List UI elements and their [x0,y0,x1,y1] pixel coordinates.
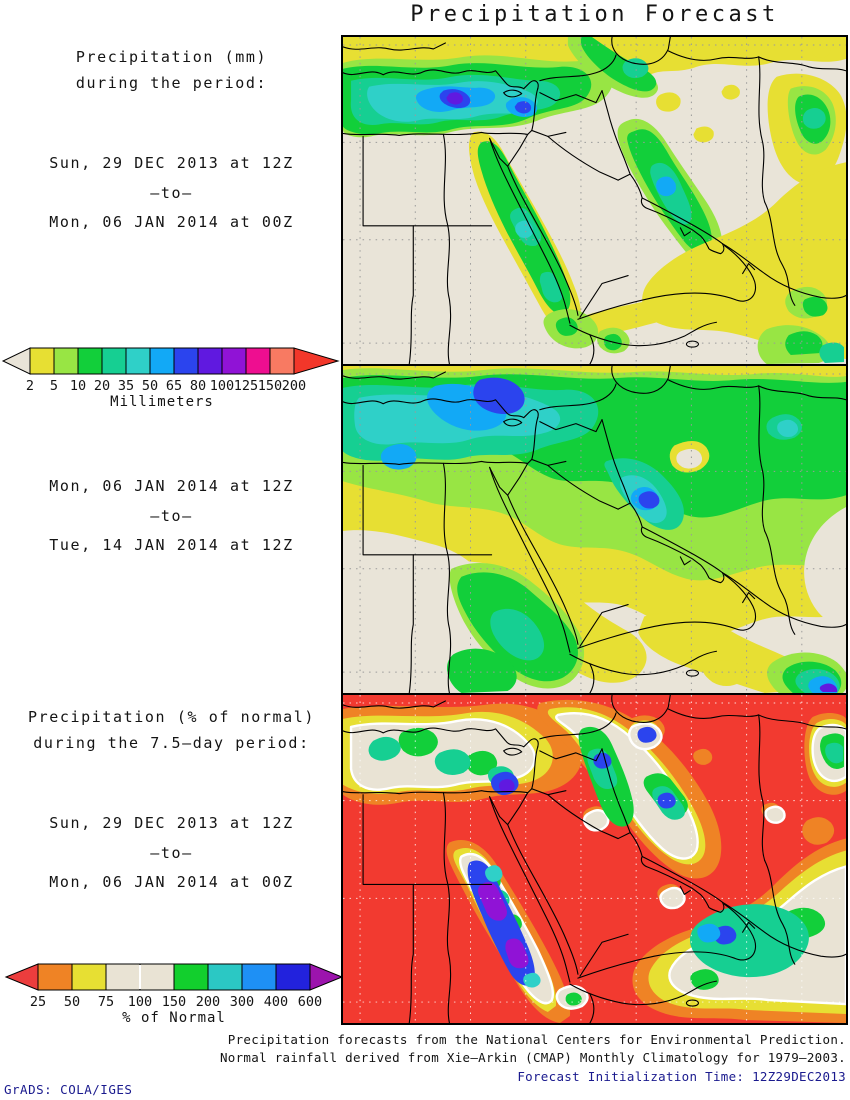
svg-text:200: 200 [282,378,306,394]
pct-period-start: Sun, 29 DEC 2013 at 12Z [49,814,294,832]
svg-text:600: 600 [298,994,322,1010]
caption-init-time: Forecast Initialization Time: 12Z29DEC20… [517,1069,846,1084]
svg-text:% of Normal: % of Normal [122,1010,226,1026]
pct-period-dates: Sun, 29 DEC 2013 at 12Z –to– Mon, 06 JAN… [0,809,343,898]
pct-heading-line1: Precipitation (% of normal) [27,708,316,726]
svg-text:100: 100 [210,378,234,394]
svg-text:100: 100 [128,994,152,1010]
svg-text:10: 10 [70,378,86,394]
colorbar-millimeters: 2 5 10 20 35 50 65 80 100 125 150 200 Millimeters [0,346,344,410]
millimeters-scale: 2 5 10 20 35 50 65 80 100 125 150 200 Millimeters [1,347,340,410]
pct-period-separator: –to– [150,843,193,862]
svg-text:150: 150 [258,378,282,394]
period2-start: Mon, 06 JAN 2014 at 12Z [49,477,294,495]
svg-text:5: 5 [50,378,58,394]
mm-period2-dates: Mon, 06 JAN 2014 at 12Z –to– Tue, 14 JAN… [0,472,343,561]
svg-text:75: 75 [98,994,114,1010]
svg-text:200: 200 [196,994,220,1010]
grads-credit: GrADS: COLA/IGES [4,1082,133,1097]
map-panels [341,35,848,1025]
pct-heading-line2: during the 7.5–day period: [33,734,310,752]
page-title: Precipitation Forecast [410,2,779,27]
period2-end: Tue, 14 JAN 2014 at 12Z [49,536,294,554]
mm-period1-dates: Sun, 29 DEC 2013 at 12Z –to– Mon, 06 JAN… [0,149,343,238]
svg-text:65: 65 [166,378,182,394]
percent-normal-scale: 25 50 75 100 150 200 300 400 600 % of Normal [4,963,344,1026]
svg-text:2: 2 [26,378,34,394]
mm-section-heading: Precipitation (mm) during the period: [0,44,343,96]
period2-separator: –to– [150,506,193,525]
period1-end: Mon, 06 JAN 2014 at 00Z [49,213,294,231]
period1-separator: –to– [150,183,193,202]
svg-text:50: 50 [64,994,80,1010]
svg-text:20: 20 [94,378,110,394]
pct-section-heading: Precipitation (% of normal) during the 7… [0,704,343,756]
svg-text:50: 50 [142,378,158,394]
svg-text:125: 125 [234,378,258,394]
precip-mm-week2-map [341,364,848,695]
svg-text:Millimeters: Millimeters [110,394,214,410]
pct-period-end: Mon, 06 JAN 2014 at 00Z [49,873,294,891]
svg-text:400: 400 [264,994,288,1010]
svg-text:35: 35 [118,378,134,394]
period1-start: Sun, 29 DEC 2013 at 12Z [49,154,294,172]
footer-captions: Precipitation forecasts from the Nationa… [220,1031,846,1086]
svg-text:300: 300 [230,994,254,1010]
mm-heading-line1: Precipitation (mm) [75,48,268,66]
precip-mm-week1-map [341,35,848,366]
colorbar-percent-normal: 25 50 75 100 150 200 300 400 600 % of Normal [0,962,344,1026]
svg-text:150: 150 [162,994,186,1010]
mm-heading-line2: during the period: [75,74,268,92]
svg-text:25: 25 [30,994,46,1010]
caption-source: Precipitation forecasts from the Nationa… [227,1032,846,1047]
svg-text:80: 80 [190,378,206,394]
caption-climatology: Normal rainfall derived from Xie–Arkin (… [219,1049,846,1065]
precip-percent-normal-map [341,693,848,1025]
